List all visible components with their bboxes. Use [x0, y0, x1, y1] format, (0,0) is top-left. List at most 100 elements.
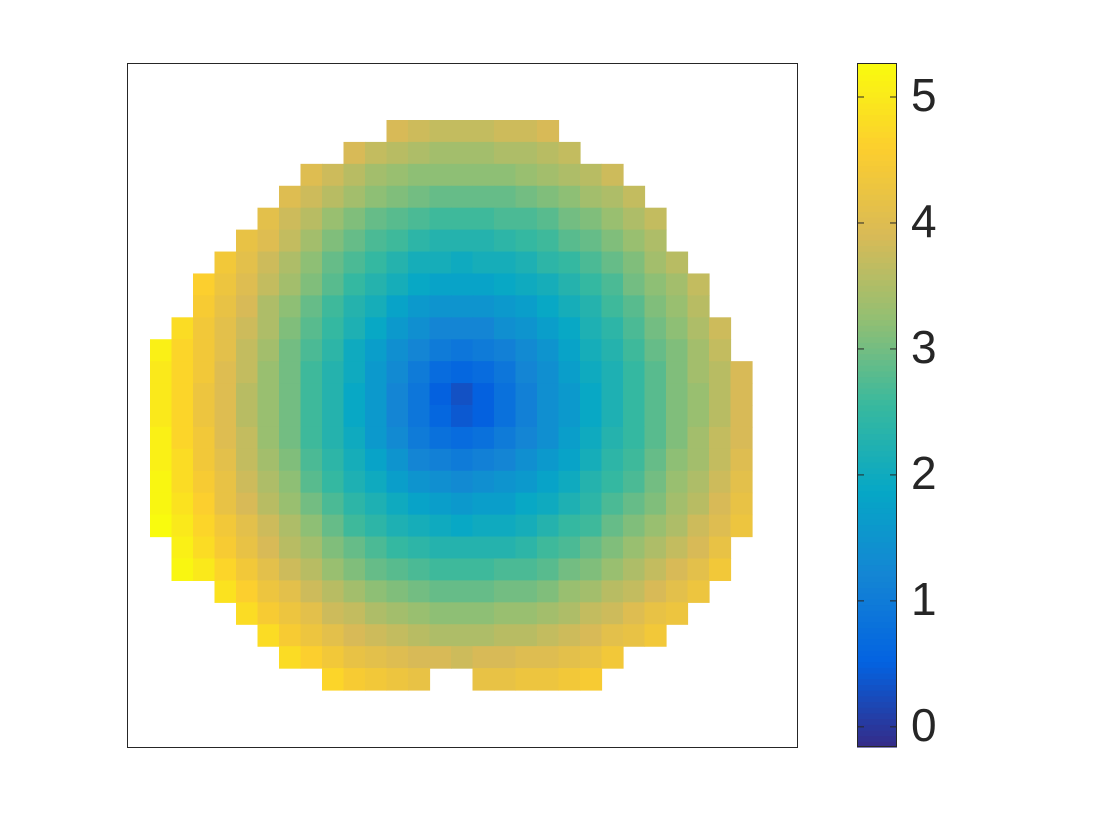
heatmap-cell	[451, 602, 474, 625]
heatmap-cell	[709, 470, 732, 494]
heatmap-cell	[451, 339, 474, 362]
heatmap-cell	[558, 514, 581, 538]
heatmap-cell	[451, 405, 474, 428]
heatmap-cell	[365, 383, 388, 406]
heatmap-cell	[601, 470, 624, 494]
colorbar-segment	[857, 165, 897, 172]
colorbar-segment	[857, 661, 897, 668]
heatmap-cell	[257, 273, 280, 296]
heatmap-cell	[472, 185, 495, 209]
heatmap-cell	[494, 163, 517, 187]
heatmap-cell	[408, 624, 431, 647]
heatmap-cell	[515, 646, 538, 669]
heatmap-cell	[472, 602, 495, 625]
heatmap-cell	[623, 229, 646, 253]
heatmap-cell	[451, 295, 474, 318]
heatmap-cell	[537, 339, 560, 362]
heatmap-cell	[171, 383, 194, 406]
heatmap-cell	[537, 383, 560, 406]
colorbar-segment	[857, 313, 897, 321]
heatmap-cell	[494, 514, 517, 538]
heatmap-cell	[193, 558, 216, 581]
heatmap-cell	[408, 361, 431, 384]
heatmap-cell	[644, 207, 667, 231]
colorbar-segment	[857, 564, 897, 571]
heatmap-cell	[171, 339, 194, 362]
heatmap-cell	[214, 448, 237, 472]
colorbar-segment	[857, 234, 897, 241]
colorbar-segment	[857, 194, 897, 201]
heatmap-cell	[451, 251, 474, 275]
heatmap-cell	[236, 602, 259, 625]
heatmap-cell	[644, 624, 667, 647]
colorbar-segment	[857, 576, 897, 583]
heatmap-cell	[408, 448, 431, 472]
heatmap-cell	[472, 141, 495, 165]
heatmap-cell	[623, 624, 646, 647]
heatmap-cell	[730, 448, 753, 472]
heatmap-cell	[537, 536, 560, 560]
heatmap-cell	[408, 120, 431, 143]
heatmap-cell	[472, 646, 495, 669]
heatmap-cell	[558, 207, 581, 231]
heatmap-cell	[687, 558, 710, 581]
heatmap-cell	[365, 229, 388, 253]
heatmap-cell	[494, 492, 517, 516]
colorbar-tick-label: 5	[911, 69, 937, 121]
heatmap-cell	[537, 514, 560, 538]
colorbar-segment	[857, 541, 897, 549]
heatmap-cell	[300, 339, 323, 362]
heatmap-cell	[644, 361, 667, 384]
heatmap-cell	[515, 448, 538, 472]
colorbar-segment	[857, 325, 897, 332]
heatmap-cell	[429, 185, 452, 209]
colorbar-segment	[857, 422, 897, 429]
colorbar-segment	[857, 587, 897, 594]
heatmap-cell	[193, 339, 216, 362]
heatmap-cell	[515, 470, 538, 494]
heatmap-cell	[494, 668, 517, 691]
heatmap-cell	[236, 514, 259, 538]
heatmap-cell	[644, 536, 667, 560]
heatmap-cell	[429, 339, 452, 362]
heatmap-cell	[171, 317, 194, 340]
heatmap-cell	[322, 185, 345, 209]
heatmap-cell	[644, 580, 667, 603]
colorbar-segment	[857, 684, 897, 691]
heatmap-cell	[644, 229, 667, 253]
colorbar-segment	[857, 330, 897, 338]
colorbar-segment	[857, 558, 897, 566]
heatmap-cell	[365, 339, 388, 362]
heatmap-cell	[451, 141, 474, 165]
heatmap-cell	[343, 448, 366, 472]
heatmap-cell	[601, 514, 624, 538]
heatmap-cell	[601, 426, 624, 450]
heatmap-cell	[623, 273, 646, 296]
heatmap-cell	[687, 405, 710, 428]
heatmap-cell	[300, 514, 323, 538]
heatmap-cell	[365, 602, 388, 625]
heatmap-cell	[279, 251, 302, 275]
heatmap-cell	[451, 229, 474, 253]
heatmap-cell	[279, 229, 302, 253]
colorbar-segment	[857, 131, 897, 138]
heatmap-cell	[515, 405, 538, 428]
heatmap-cell	[623, 251, 646, 275]
heatmap-cell	[343, 163, 366, 187]
heatmap-cell	[494, 273, 517, 296]
heatmap-cell	[257, 361, 280, 384]
heatmap-cell	[623, 470, 646, 494]
heatmap-cell	[687, 514, 710, 538]
heatmap-cell	[214, 405, 237, 428]
heatmap-cell	[558, 668, 581, 691]
colorbar-segment	[857, 125, 897, 132]
heatmap-cell	[343, 317, 366, 340]
heatmap-cell	[580, 295, 603, 318]
heatmap-cell	[515, 624, 538, 647]
heatmap-cell	[451, 492, 474, 516]
heatmap-cell	[451, 624, 474, 647]
colorbar-segment	[857, 581, 897, 588]
heatmap-cell	[171, 558, 194, 581]
heatmap-cell	[257, 448, 280, 472]
colorbar-tick-label: 2	[911, 447, 937, 499]
